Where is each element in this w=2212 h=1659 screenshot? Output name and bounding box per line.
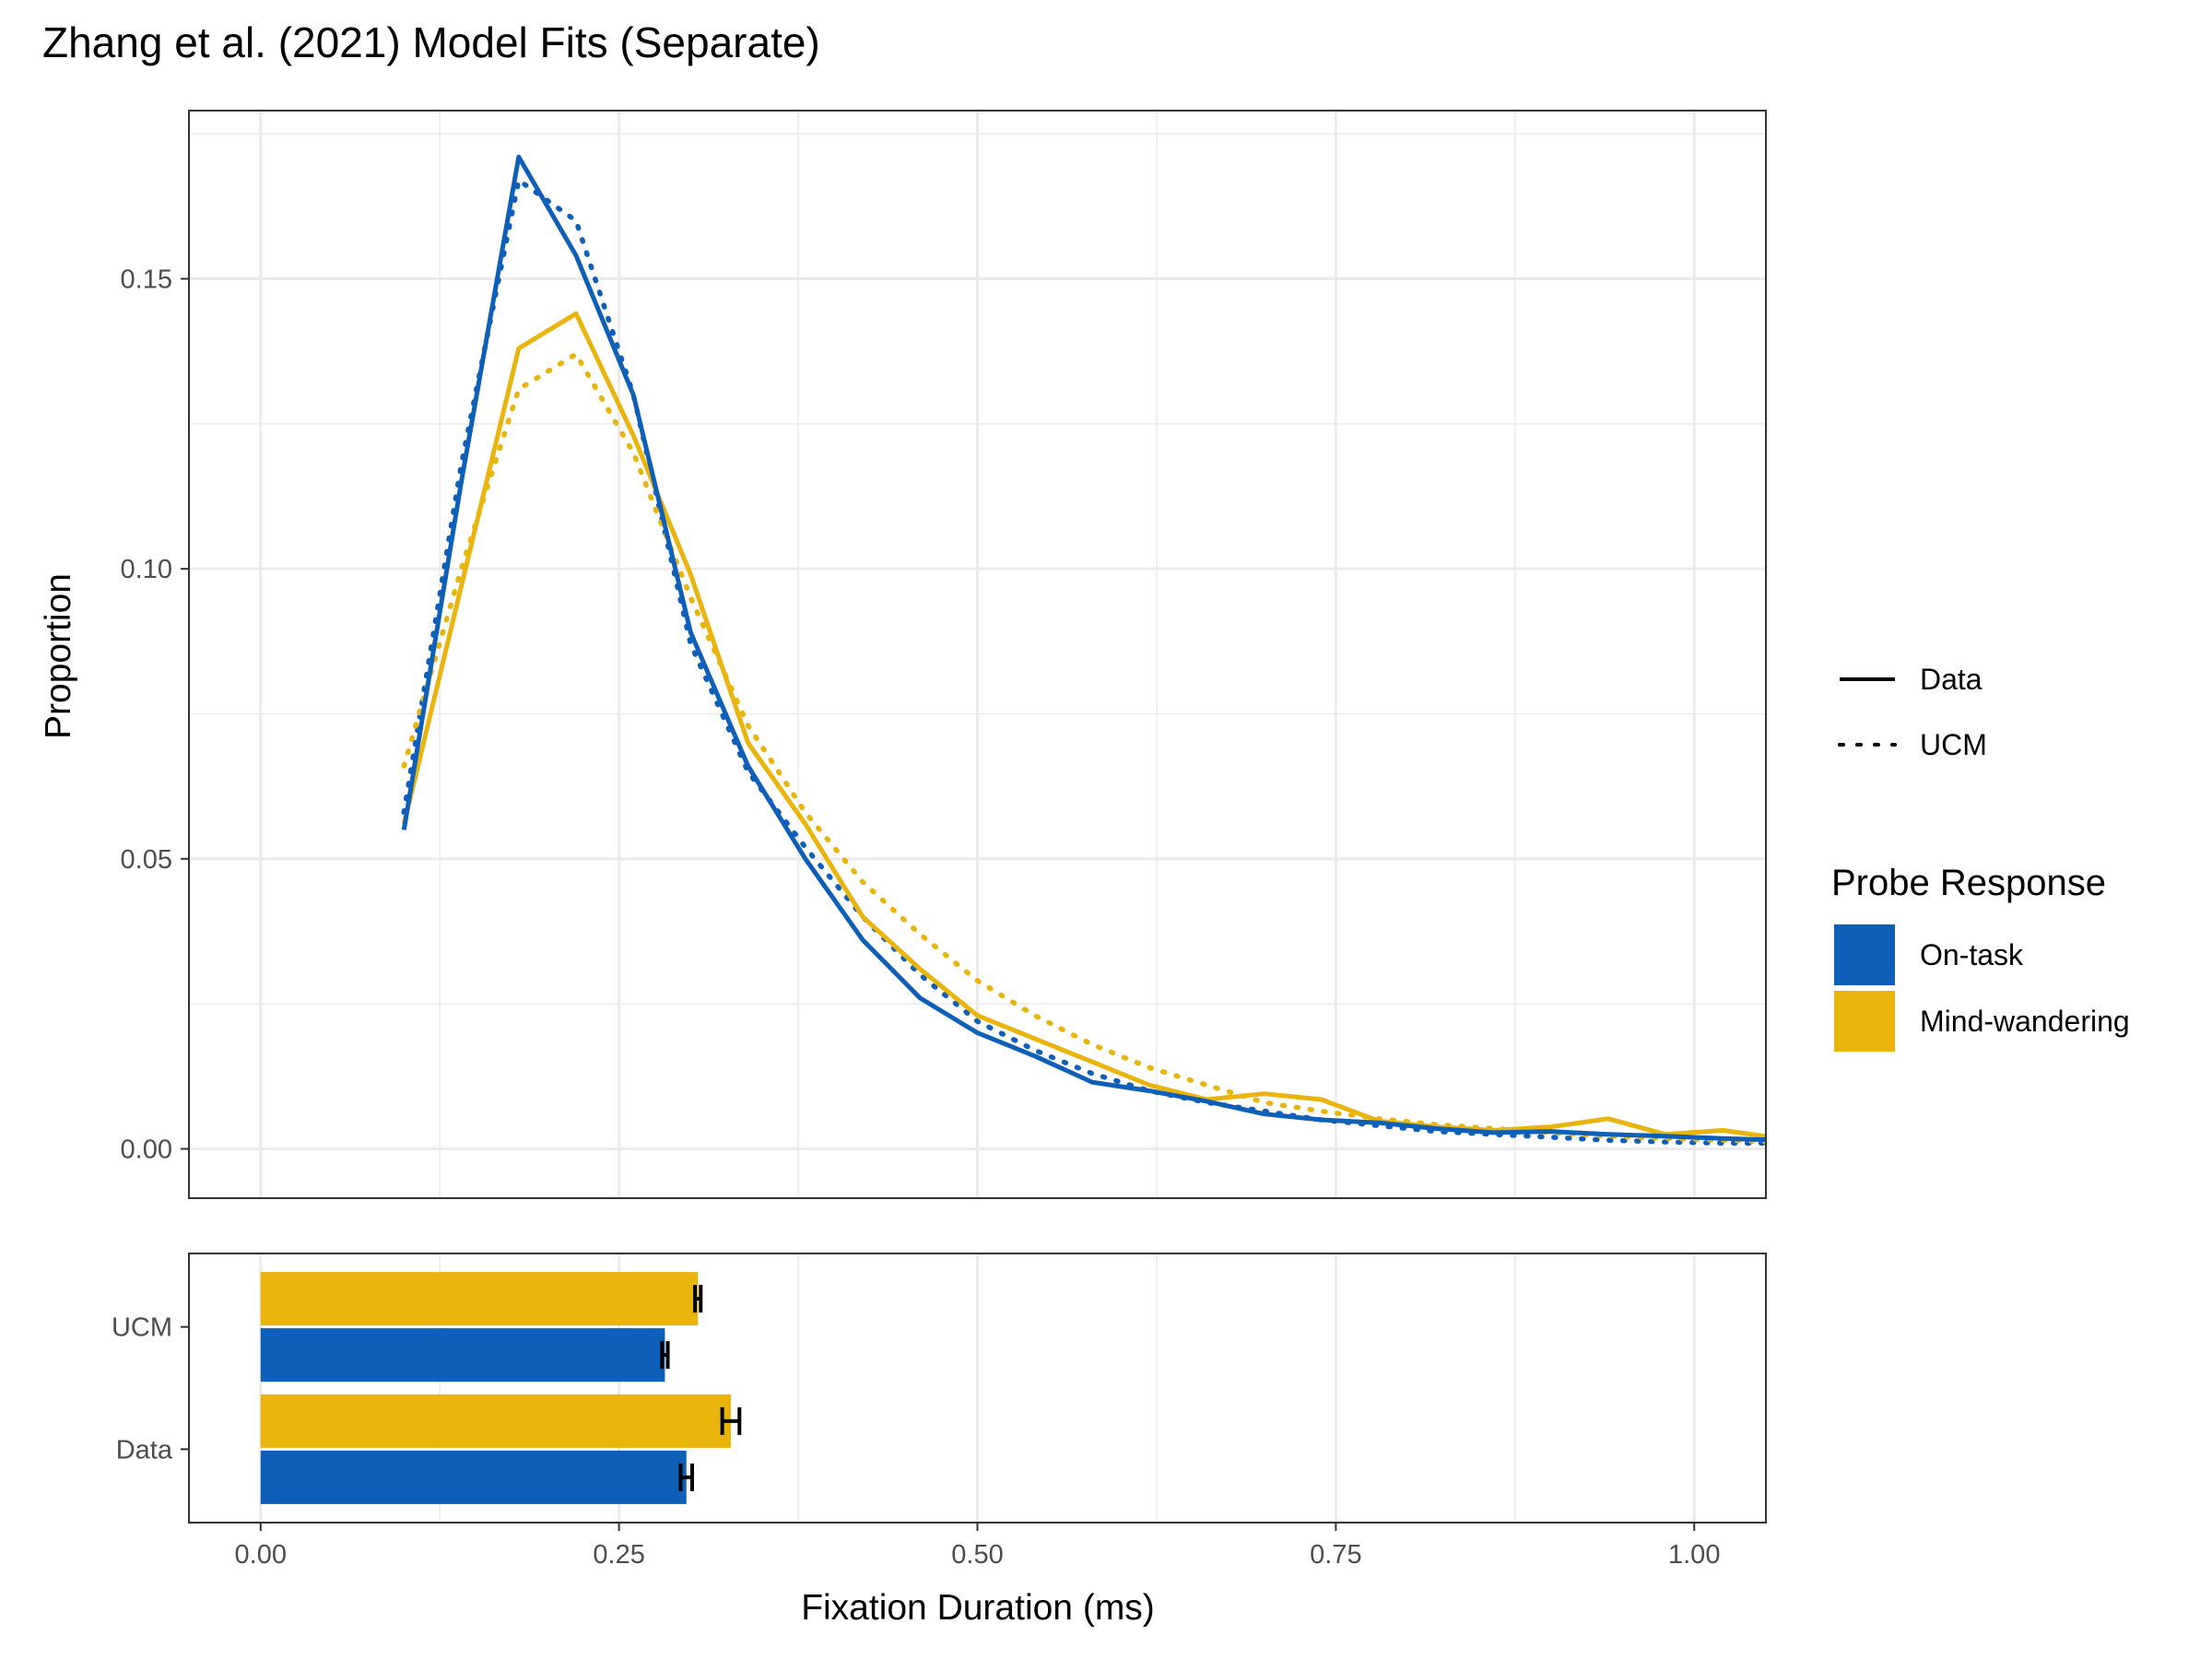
y-tick-label: 0.05 bbox=[121, 845, 172, 875]
chart-title: Zhang et al. (2021) Model Fits (Separate… bbox=[42, 18, 820, 66]
bar-panel-category-axis: UCM Data bbox=[112, 1313, 189, 1465]
error-bar-ucm-mind-wandering bbox=[693, 1285, 703, 1313]
series-line-mind-wandering-data bbox=[401, 311, 1766, 1139]
bar-ucm-mind-wandering bbox=[260, 1272, 699, 1326]
category-label: UCM bbox=[112, 1313, 172, 1343]
legend-swatch-on-task bbox=[1834, 924, 1895, 985]
legend-swatch-mind-wandering bbox=[1834, 991, 1895, 1052]
x-tick-label: 0.25 bbox=[593, 1540, 644, 1570]
y-axis: 0.00 0.05 0.10 0.15 bbox=[121, 265, 189, 1165]
series-line-mind-wandering-ucm bbox=[401, 351, 1766, 1145]
bar-ucm-on-task bbox=[260, 1328, 665, 1382]
legend-label-on-task: On-task bbox=[1920, 938, 2024, 971]
x-tick-label: 0.00 bbox=[235, 1540, 287, 1570]
line-panel-series bbox=[401, 154, 1766, 1146]
x-tick-label: 0.75 bbox=[1310, 1540, 1361, 1570]
legend: Data UCM Probe Response On-task Mind-wan… bbox=[1831, 663, 2130, 1052]
legend-title: Probe Response bbox=[1831, 863, 2106, 903]
x-axis-title: Fixation Duration (ms) bbox=[801, 1588, 1155, 1628]
error-bar-data-on-task bbox=[678, 1463, 694, 1491]
y-tick-label: 0.15 bbox=[121, 265, 172, 295]
y-tick-label: 0.10 bbox=[121, 555, 172, 584]
legend-label-ucm: UCM bbox=[1920, 728, 1987, 761]
error-bar-ucm-on-task bbox=[660, 1341, 670, 1370]
x-tick-label: 1.00 bbox=[1668, 1540, 1720, 1570]
legend-label-data: Data bbox=[1920, 663, 1983, 696]
x-tick-label: 0.50 bbox=[951, 1540, 1003, 1570]
bar-data-mind-wandering bbox=[260, 1394, 731, 1448]
legend-label-mind-wandering: Mind-wandering bbox=[1920, 1005, 2130, 1038]
line-panel-grid bbox=[189, 111, 1766, 1198]
bar-panel: UCM Data 0.00 0.25 0.50 0.75 1.00 bbox=[112, 1253, 1767, 1570]
y-tick-label: 0.00 bbox=[121, 1135, 172, 1165]
legend-linetype: Data UCM bbox=[1838, 663, 1987, 761]
x-axis: 0.00 0.25 0.50 0.75 1.00 bbox=[235, 1523, 1720, 1570]
legend-fill: Probe Response On-task Mind-wandering bbox=[1831, 863, 2130, 1052]
line-panel: 0.00 0.05 0.10 0.15 bbox=[121, 110, 1767, 1199]
bar-data-on-task bbox=[260, 1450, 687, 1504]
line-panel-border bbox=[188, 110, 1767, 1199]
series-line-on-task-data bbox=[401, 154, 1766, 1143]
category-label: Data bbox=[116, 1435, 173, 1465]
series-line-on-task-ucm bbox=[401, 177, 1766, 1146]
bar-panel-bars bbox=[260, 1272, 742, 1504]
error-bar-data-mind-wandering bbox=[720, 1406, 742, 1435]
y-axis-title: Proportion bbox=[39, 573, 78, 739]
